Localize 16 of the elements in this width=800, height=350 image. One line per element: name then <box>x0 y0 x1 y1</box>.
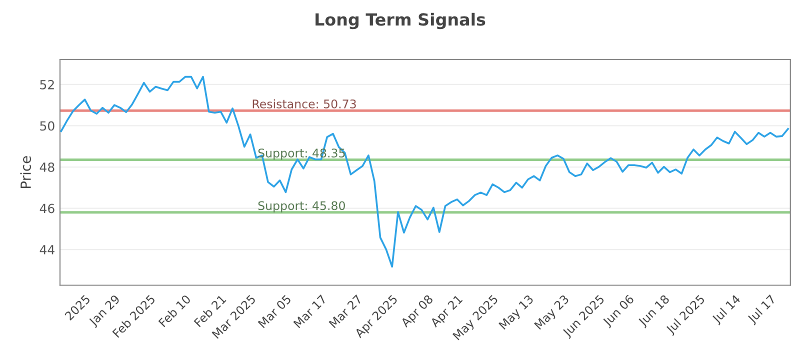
x-tick-label: Feb 10 <box>158 294 192 328</box>
y-tick-label: 46 <box>40 204 54 214</box>
y-tick-label: 52 <box>40 80 54 90</box>
x-tick-label: Jul 17 <box>746 294 778 326</box>
chart-title: Long Term Signals <box>316 12 486 30</box>
y-axis-title: Price <box>20 156 31 188</box>
y-tick-label: 44 <box>40 245 54 254</box>
x-tick-label: Mar 27 <box>328 294 362 328</box>
ref-line-label: Resistance: 50.73 <box>252 99 356 108</box>
x-tick-label: Jul 14 <box>711 294 742 326</box>
x-tick-label: Mar 05 <box>258 294 292 328</box>
y-tick-label: 48 <box>40 162 54 172</box>
x-tick-label: Mar 17 <box>293 294 327 328</box>
ref-line-label: Support: 45.80 <box>258 201 345 212</box>
line-series <box>60 76 789 268</box>
y-tick-label: 50 <box>40 121 54 131</box>
